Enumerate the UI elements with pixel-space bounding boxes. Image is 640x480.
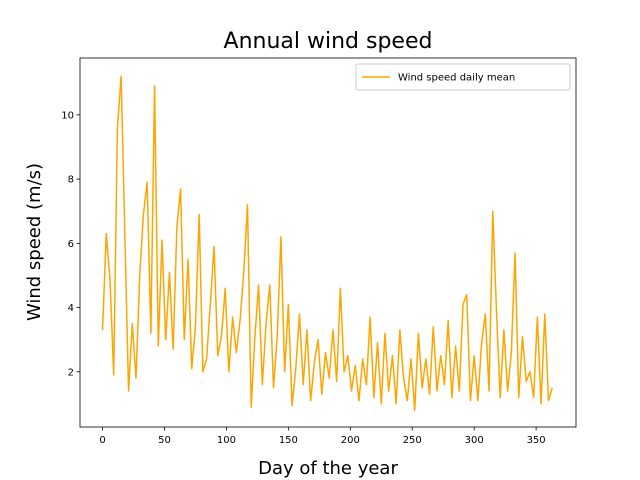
x-tick-label: 100 — [217, 435, 236, 446]
x-tick-label: 200 — [341, 435, 360, 446]
y-tick-label: 8 — [68, 175, 74, 186]
x-tick-label: 50 — [158, 435, 171, 446]
x-tick-label: 350 — [527, 435, 546, 446]
y-tick-label: 4 — [68, 303, 74, 314]
y-tick-label: 2 — [68, 367, 74, 378]
x-axis-label: Day of the year — [258, 458, 398, 479]
y-tick-label: 6 — [68, 239, 74, 250]
data-line — [101, 75, 553, 412]
x-tick-label: 0 — [99, 435, 105, 446]
x-tick-label: 250 — [403, 435, 422, 446]
legend-label: Wind speed daily mean — [398, 73, 515, 84]
x-tick-label: 150 — [279, 435, 298, 446]
chart-title: Annual wind speed — [224, 29, 433, 54]
plot-frame — [79, 57, 577, 428]
legend-box — [355, 63, 571, 91]
x-tick-label: 300 — [465, 435, 484, 446]
y-tick-label: 10 — [61, 110, 74, 121]
y-axis-label: Wind speed (m/s) — [24, 163, 45, 321]
